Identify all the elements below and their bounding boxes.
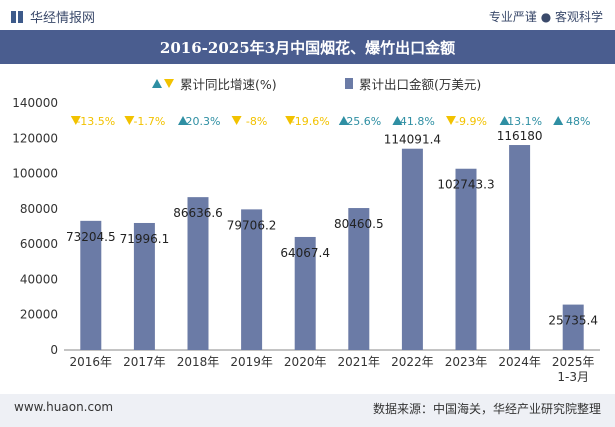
y-tick-label: 0 — [50, 343, 58, 357]
triangle-down-icon — [164, 79, 174, 88]
y-tick-label: 60000 — [20, 237, 58, 251]
x-tick-label: 1-3月 — [557, 370, 589, 384]
growth-down-marker — [446, 116, 456, 125]
growth-down-marker — [124, 116, 135, 125]
brand-name: 华经情报网 — [30, 11, 96, 26]
x-tick-label: 2019年 — [230, 355, 273, 369]
growth-label: -8% — [246, 115, 267, 128]
logo-icon — [10, 10, 24, 24]
y-tick-label: 140000 — [12, 96, 58, 110]
bar-value-label: 80460.5 — [334, 217, 384, 231]
bar-value-label: 71996.1 — [120, 232, 170, 246]
x-tick-label: 2022年 — [391, 355, 434, 369]
bar-value-label: 102743.3 — [437, 178, 494, 192]
bar — [133, 222, 155, 350]
legend-label-growth: 累计同比增速(%) — [180, 77, 277, 92]
bar-value-label: 25735.4 — [548, 314, 598, 328]
bar — [187, 197, 209, 350]
bar-swatch-icon — [345, 78, 353, 89]
footer-source: 数据来源：中国海关，华经产业研究院整理 — [372, 402, 601, 416]
bar — [241, 209, 263, 350]
x-tick-label: 2024年 — [498, 355, 541, 369]
bar — [509, 145, 531, 350]
growth-label: 20.3% — [186, 115, 221, 128]
x-tick-label: 2018年 — [177, 355, 220, 369]
growth-down-marker — [231, 116, 242, 125]
bar-value-label: 73204.5 — [66, 230, 116, 244]
growth-up-marker — [499, 116, 510, 125]
bar-value-label: 114091.4 — [384, 133, 441, 147]
growth-label: -19.6% — [291, 115, 330, 128]
bar — [294, 236, 316, 350]
title-bar — [0, 30, 615, 64]
growth-label: 41.8% — [400, 115, 435, 128]
bar — [348, 208, 370, 350]
growth-label: -13.5% — [76, 115, 115, 128]
y-tick-label: 20000 — [20, 308, 58, 322]
x-tick-label: 2025年 — [552, 355, 595, 369]
legend-item-export: 累计出口金额(万美元) — [345, 74, 481, 93]
bar-value-label: 86636.6 — [173, 206, 223, 220]
legend-item-growth: 累计同比增速(%) — [152, 74, 277, 93]
growth-up-marker — [338, 116, 349, 125]
chart-title: 2016-2025年3月中国烟花、爆竹出口金额 — [159, 39, 456, 57]
legend-label-export: 累计出口金额(万美元) — [359, 77, 482, 92]
x-tick-label: 2020年 — [284, 355, 327, 369]
growth-up-marker — [178, 116, 188, 125]
x-tick-label: 2017年 — [123, 355, 166, 369]
y-tick-label: 40000 — [20, 272, 58, 286]
bar-value-label: 64067.4 — [280, 246, 330, 260]
bar — [401, 148, 423, 350]
growth-up-marker — [392, 116, 403, 125]
bar-value-label: 116180 — [497, 129, 543, 143]
growth-label: -1.7% — [133, 115, 165, 128]
growth-label: 13.1% — [507, 115, 542, 128]
top-bar: 华经情报网 专业严谨 ● 客观科学 — [0, 0, 615, 30]
brand-logo: 华经情报网 — [10, 7, 95, 26]
bar-value-label: 79706.2 — [227, 218, 277, 232]
bar — [562, 304, 584, 350]
slogan: 专业严谨 ● 客观科学 — [488, 10, 603, 24]
x-tick-label: 2023年 — [445, 355, 488, 369]
footer-website: www.huaon.com — [14, 400, 114, 414]
triangle-up-icon — [152, 79, 162, 88]
y-tick-label: 100000 — [12, 167, 58, 181]
y-tick-label: 80000 — [20, 202, 58, 216]
chart-legend: 累计同比增速(%) 累计出口金额(万美元) — [0, 74, 615, 94]
x-tick-label: 2016年 — [70, 355, 113, 369]
growth-label: 48% — [566, 115, 590, 128]
footer-bar — [0, 394, 615, 427]
growth-up-marker — [553, 116, 564, 125]
bar-chart: 0 20000 40000 60000 80000 100000 120000 140000 7… — [12, 96, 600, 384]
growth-down-marker — [70, 116, 81, 125]
y-tick-label: 120000 — [12, 131, 58, 145]
growth-label: -9.9% — [455, 115, 487, 128]
bar — [80, 220, 102, 350]
growth-down-marker — [285, 116, 296, 125]
x-tick-label: 2021年 — [338, 355, 381, 369]
growth-label: 25.6% — [346, 115, 381, 128]
bar — [455, 168, 477, 350]
